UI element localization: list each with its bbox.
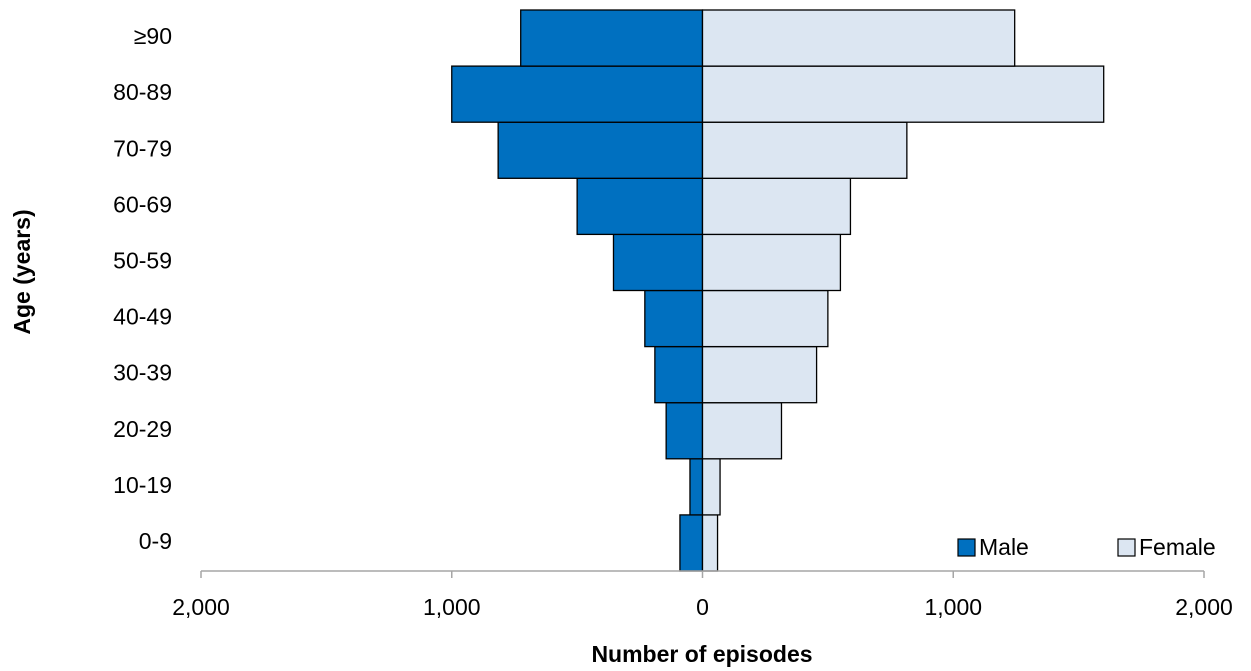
y-tick-label: 40-49 xyxy=(113,304,172,330)
y-axis-title: Age (years) xyxy=(9,209,35,334)
legend-label: Male xyxy=(979,534,1029,560)
legend-swatch xyxy=(957,538,976,557)
bar xyxy=(679,514,704,572)
bar xyxy=(689,458,704,516)
bar xyxy=(701,402,783,460)
bar xyxy=(701,345,818,404)
bar xyxy=(497,121,704,179)
bar xyxy=(701,177,852,236)
x-tick-label: 1,000 xyxy=(924,594,982,620)
y-tick-label: 80-89 xyxy=(113,79,172,105)
bar xyxy=(520,9,704,67)
y-tick-label: 70-79 xyxy=(113,135,172,161)
y-tick-label: 10-19 xyxy=(113,472,172,498)
bar xyxy=(654,345,704,404)
bar xyxy=(612,233,704,292)
bar xyxy=(644,289,704,348)
y-tick-label: 20-29 xyxy=(113,416,172,442)
bar xyxy=(576,177,704,236)
bar xyxy=(701,514,719,572)
bar xyxy=(701,65,1105,123)
x-tick-label: 1,000 xyxy=(423,594,481,620)
y-tick-label: 60-69 xyxy=(113,191,172,217)
bar xyxy=(701,121,908,179)
bar xyxy=(451,65,704,123)
y-tick-label: 50-59 xyxy=(113,248,172,274)
x-tick-label: 0 xyxy=(696,594,709,620)
x-tick-label: 2,000 xyxy=(1175,594,1233,620)
x-tick-label: 2,000 xyxy=(172,594,230,620)
bar xyxy=(701,9,1016,67)
bar xyxy=(701,289,829,348)
bar xyxy=(665,402,704,460)
y-tick-label: 0-9 xyxy=(139,528,172,554)
y-tick-label: ≥90 xyxy=(134,23,172,49)
bar xyxy=(701,458,721,516)
legend-label: Female xyxy=(1139,534,1216,560)
legend-swatch xyxy=(1117,538,1136,557)
x-axis-title: Number of episodes xyxy=(591,641,812,667)
y-tick-label: 30-39 xyxy=(113,360,172,386)
bar xyxy=(701,233,842,292)
